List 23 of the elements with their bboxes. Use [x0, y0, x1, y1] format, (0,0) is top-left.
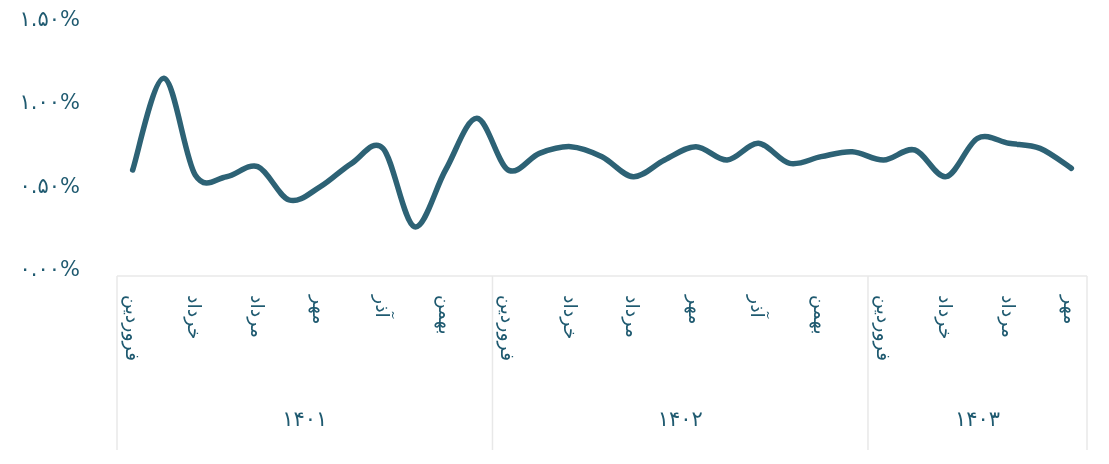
xtick: فروردین — [121, 295, 144, 362]
xtick: خرداد — [935, 295, 958, 340]
ytick: ۱.۰۰% — [19, 90, 80, 115]
xtick: مرداد — [246, 295, 269, 338]
group-label: ۱۴۰۲ — [657, 407, 703, 431]
group-label: ۱۴۰۱ — [282, 407, 328, 431]
ytick: ۱.۵۰% — [19, 7, 80, 31]
xtick: فروردین — [497, 295, 520, 362]
xtick: خرداد — [184, 295, 207, 340]
group-label: ۱۴۰۳ — [954, 407, 1001, 431]
xtick: فروردین — [872, 295, 895, 362]
xtick: مرداد — [622, 295, 645, 338]
xtick: آذر — [371, 295, 394, 318]
ytick: ۰.۰۰% — [19, 257, 80, 281]
ytick: ۰.۵۰% — [19, 173, 80, 198]
xtick: خرداد — [559, 295, 582, 340]
xtick: آذر — [747, 295, 770, 318]
xtick: بهمن — [810, 295, 833, 335]
xtick: مرداد — [997, 295, 1020, 338]
xtick: مهر — [309, 295, 332, 325]
xtick: بهمن — [434, 295, 457, 335]
xtick: مهر — [684, 295, 707, 325]
xtick: مهر — [1060, 295, 1083, 325]
